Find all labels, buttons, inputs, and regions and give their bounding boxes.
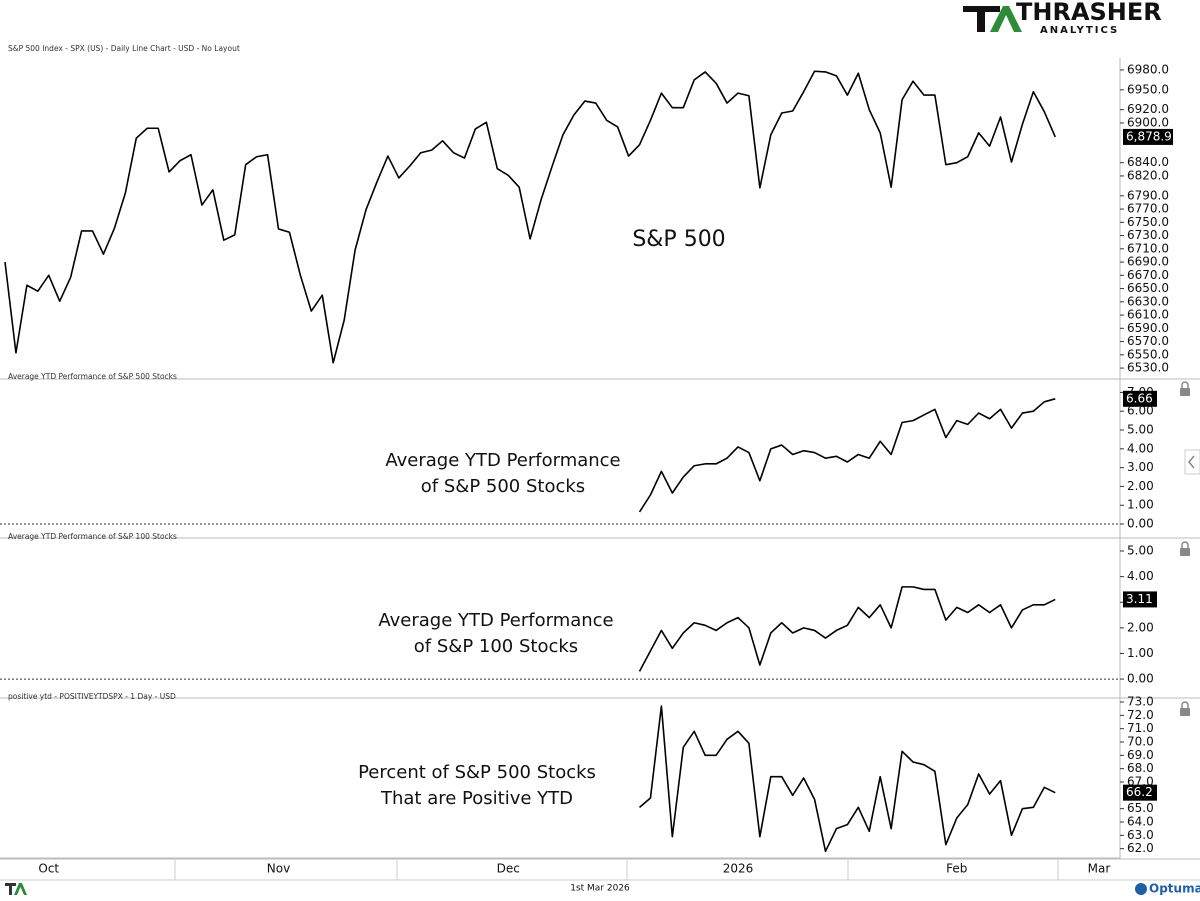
- y-tick-label: 2.00: [1127, 620, 1154, 634]
- y-tick-label: 5.00: [1127, 544, 1154, 558]
- footer-brand: Optuma: [1149, 882, 1200, 896]
- y-tick-label: 6530.0: [1127, 361, 1169, 375]
- y-tick-label: 6840.0: [1127, 155, 1169, 169]
- y-tick-label: 62.0: [1127, 841, 1154, 855]
- x-tick-label: Feb: [946, 862, 967, 876]
- y-tick-label: 6980.0: [1127, 62, 1169, 76]
- panel-title: positive ytd - POSITIVEYTDSPX - 1 Day - …: [8, 692, 176, 701]
- y-tick-label: 6790.0: [1127, 188, 1169, 202]
- line-series: [638, 586, 1056, 672]
- y-tick-label: 73.0: [1127, 695, 1154, 709]
- line-series: [4, 70, 1056, 364]
- y-tick-label: 70.0: [1127, 735, 1154, 749]
- annotation: Percent of S&P 500 Stocks: [358, 762, 596, 783]
- panel: Average YTD Performance of S&P 100 Stock…: [0, 532, 1200, 699]
- y-tick-label: 1.00: [1127, 498, 1154, 512]
- optuma-icon: [1135, 883, 1147, 895]
- footer-logo: [5, 883, 16, 895]
- last-value-label: 6.66: [1126, 391, 1153, 405]
- y-tick-label: 6.00: [1127, 404, 1154, 418]
- last-value-box: [1123, 784, 1157, 801]
- last-value-box: [1123, 591, 1157, 608]
- y-tick-label: 6750.0: [1127, 215, 1169, 229]
- lock-icon[interactable]: [1180, 388, 1190, 396]
- y-tick-label: 6950.0: [1127, 82, 1169, 96]
- y-tick-label: 3.00: [1127, 460, 1154, 474]
- y-tick-label: 4.00: [1127, 569, 1154, 583]
- lock-shackle: [1181, 381, 1189, 388]
- footer-date: 1st Mar 2026: [570, 884, 630, 894]
- y-tick-label: 6920.0: [1127, 102, 1169, 116]
- annotation: Average YTD Performance: [385, 450, 620, 471]
- logo-t: [963, 6, 1000, 32]
- y-tick-label: 6570.0: [1127, 334, 1169, 348]
- annotation: S&P 500: [632, 227, 725, 252]
- y-tick-label: 6900.0: [1127, 115, 1169, 129]
- y-tick-label: 6630.0: [1127, 294, 1169, 308]
- lock-shackle: [1181, 541, 1189, 548]
- last-value-box: [1123, 390, 1157, 407]
- collapse-arrow[interactable]: [1188, 455, 1195, 469]
- logo-subtitle: ANALYTICS: [1040, 25, 1119, 36]
- line-series: [639, 705, 1056, 853]
- y-tick-label: 65.0: [1127, 801, 1154, 815]
- y-tick-label: 6610.0: [1127, 308, 1169, 322]
- y-tick-label: 71.0: [1127, 721, 1154, 735]
- y-tick-label: 2.00: [1127, 479, 1154, 493]
- y-tick-label: 1.00: [1127, 646, 1154, 660]
- logo-title: THRASHER: [1016, 0, 1162, 26]
- panel: positive ytd - POSITIVEYTDSPX - 1 Day - …: [0, 692, 1200, 860]
- y-tick-label: 64.0: [1127, 815, 1154, 829]
- y-tick-label: 4.00: [1127, 441, 1154, 455]
- footer-logo: [14, 883, 27, 895]
- y-tick-label: 63.0: [1127, 828, 1154, 842]
- y-tick-label: 6820.0: [1127, 168, 1169, 182]
- y-tick-label: 6690.0: [1127, 255, 1169, 269]
- last-value-box: [1123, 128, 1173, 145]
- panel: S&P 500 Index - SPX (US) - Daily Line Ch…: [0, 44, 1200, 380]
- logo-a: [990, 6, 1022, 32]
- y-tick-label: 6590.0: [1127, 321, 1169, 335]
- y-tick-label: 6710.0: [1127, 241, 1169, 255]
- footer: 1st Mar 2026 Optuma: [0, 879, 1200, 896]
- x-tick-label: Nov: [267, 862, 290, 876]
- last-value-label: 3.11: [1126, 592, 1153, 606]
- x-tick-label: Mar: [1088, 862, 1111, 876]
- lock-icon[interactable]: [1180, 548, 1190, 556]
- logo: THRASHER ANALYTICS: [963, 0, 1162, 36]
- y-tick-label: 5.00: [1127, 423, 1154, 437]
- y-tick-label: 72.0: [1127, 708, 1154, 722]
- lock-icon[interactable]: [1180, 708, 1190, 716]
- y-tick-label: 6770.0: [1127, 202, 1169, 216]
- annotation: of S&P 100 Stocks: [414, 636, 578, 657]
- panel: Average YTD Performance of S&P 500 Stock…: [0, 372, 1200, 539]
- panel-title: Average YTD Performance of S&P 100 Stock…: [8, 532, 177, 541]
- y-tick-label: 6730.0: [1127, 228, 1169, 242]
- lock-shackle: [1181, 701, 1189, 708]
- panel-title: Average YTD Performance of S&P 500 Stock…: [8, 372, 177, 381]
- y-tick-label: 69.0: [1127, 748, 1154, 762]
- x-tick-label: Oct: [38, 862, 59, 876]
- panel-title: S&P 500 Index - SPX (US) - Daily Line Ch…: [8, 44, 240, 53]
- y-tick-label: 6670.0: [1127, 268, 1169, 282]
- line-series: [638, 398, 1056, 513]
- y-tick-label: 68.0: [1127, 761, 1154, 775]
- annotation: That are Positive YTD: [380, 788, 573, 809]
- y-tick-label: 0.00: [1127, 672, 1154, 686]
- y-tick-label: 0.00: [1127, 517, 1154, 531]
- y-tick-label: 6650.0: [1127, 281, 1169, 295]
- annotation: Average YTD Performance: [378, 610, 613, 631]
- x-tick-label: Dec: [497, 862, 520, 876]
- y-tick-label: 6550.0: [1127, 347, 1169, 361]
- last-value-label: 6,878.9: [1126, 129, 1172, 143]
- collapse-tab[interactable]: [1184, 449, 1200, 475]
- last-value-label: 66.2: [1126, 785, 1153, 799]
- annotation: of S&P 500 Stocks: [421, 476, 585, 497]
- x-tick-label: 2026: [723, 862, 754, 876]
